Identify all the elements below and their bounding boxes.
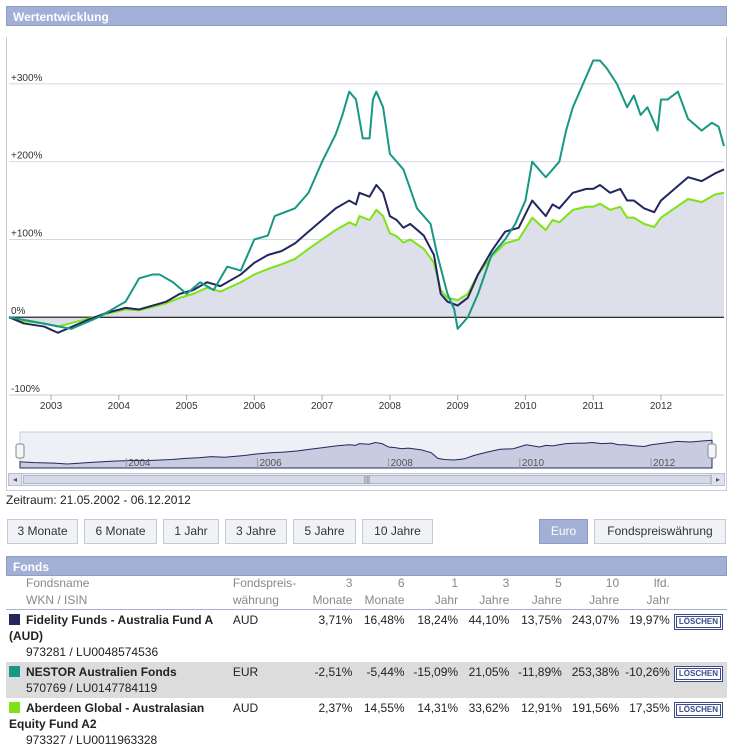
- perf-6m: 16,48%: [363, 613, 405, 627]
- fund-ids: 570769 / LU0147784119: [26, 681, 158, 695]
- fund-name[interactable]: NESTOR Australien Fonds: [26, 665, 177, 679]
- chart-title: Wertentwicklung: [13, 10, 109, 24]
- x-tick-label: 2003: [40, 401, 63, 412]
- range-3-jahre-button[interactable]: 3 Jahre: [225, 519, 287, 544]
- col-3y: 3 Jahre: [479, 576, 510, 607]
- perf-10y: 253,38%: [571, 665, 620, 679]
- navigator-left-handle[interactable]: [15, 443, 25, 459]
- delete-button[interactable]: LÖSCHEN: [674, 703, 723, 717]
- range-3-monate-button[interactable]: 3 Monate: [7, 519, 78, 544]
- series-line: [8, 168, 725, 334]
- navigator-tick-label: 2010: [522, 458, 545, 469]
- scroll-left-button[interactable]: ◂: [9, 474, 22, 485]
- perf-5y: 13,75%: [521, 613, 562, 627]
- x-tick-label: 2004: [108, 401, 131, 412]
- col-6m: 6 Monate: [364, 576, 405, 607]
- perf-lfd: -10,26%: [625, 665, 670, 679]
- series-line: [8, 191, 725, 328]
- currency-fund-button[interactable]: Fondspreiswährung: [594, 519, 726, 544]
- navigator-chart[interactable]: 2004 2006 2008 2010 2012: [6, 428, 727, 472]
- x-tick-label: 2008: [379, 401, 402, 412]
- range-5-jahre-button[interactable]: 5 Jahre: [293, 519, 356, 544]
- perf-3y: 33,62%: [468, 701, 510, 715]
- fund-currency: AUD: [232, 613, 259, 627]
- perf-5y: 12,91%: [521, 701, 562, 715]
- x-tick-label: 2005: [175, 401, 198, 412]
- col-1y: 1 Jahr: [434, 576, 459, 607]
- col-10y: 10 Jahre: [589, 576, 620, 607]
- perf-10y: 243,07%: [571, 613, 620, 627]
- range-6-monate-button[interactable]: 6 Monate: [84, 519, 157, 544]
- delete-button[interactable]: LÖSCHEN: [674, 615, 723, 629]
- fund-currency: AUD: [232, 701, 259, 715]
- x-tick-label: 2010: [514, 401, 537, 412]
- col-waehrung: Fondspreis-währung: [232, 576, 297, 607]
- delete-button[interactable]: LÖSCHEN: [674, 667, 723, 681]
- series-line: [8, 59, 725, 330]
- fund-row: Fidelity Funds - Australia Fund A (AUD) 9…: [6, 610, 727, 663]
- x-tick-label: 2012: [650, 401, 673, 412]
- fund-name[interactable]: Fidelity Funds - Australia Fund A (AUD): [9, 613, 213, 643]
- fonds-title: Fonds: [13, 560, 49, 574]
- navigator-right-handle[interactable]: [707, 443, 717, 459]
- perf-1y: -15,09%: [413, 665, 459, 679]
- scroll-thumb[interactable]: |||: [23, 475, 711, 484]
- zeitraum-label: Zeitraum: 21.05.2002 - 06.12.2012: [6, 493, 191, 507]
- col-lfd: lfd. Jahr: [646, 576, 670, 607]
- performance-chart: -100% 0% +100% +200% +300% 2003 2004 2005 2006 20…: [8, 59, 725, 412]
- x-tick-label: 2011: [582, 401, 604, 412]
- navigator-series: [19, 439, 713, 469]
- fonds-header: Fonds: [6, 556, 727, 576]
- range-scrollbar[interactable]: ◂ ||| ▸: [8, 473, 725, 486]
- fund-currency: EUR: [232, 665, 259, 679]
- fonds-table: Fondsname WKN / ISIN Fondspreis-währung 3…: [6, 575, 727, 750]
- y-tick-label: +300%: [11, 73, 43, 84]
- col-actions: [673, 575, 727, 610]
- perf-3m: 2,37%: [318, 701, 353, 715]
- x-tick-label: 2009: [447, 401, 470, 412]
- series-area: [9, 192, 724, 327]
- currency-euro-button[interactable]: Euro: [539, 519, 588, 544]
- fund-row: NESTOR Australien Fonds 570769 / LU014778…: [6, 662, 727, 698]
- perf-3m: 3,71%: [318, 613, 353, 627]
- col-fondsname: Fondsname WKN / ISIN: [26, 576, 90, 607]
- navigator-tick-label: 2006: [259, 458, 282, 469]
- perf-10y: 191,56%: [571, 701, 620, 715]
- perf-5y: -11,89%: [518, 665, 562, 679]
- perf-lfd: 17,35%: [629, 701, 670, 715]
- navigator-tick-label: 2004: [128, 458, 151, 469]
- col-5y: 5 Jahre: [531, 576, 562, 607]
- col-3m: 3 Monate: [312, 576, 353, 607]
- perf-1y: 14,31%: [417, 701, 459, 715]
- chart-header: Wertentwicklung: [6, 6, 727, 26]
- navigator-tick-label: 2008: [391, 458, 414, 469]
- x-tick-label: 2007: [311, 401, 334, 412]
- y-tick-label: +100%: [11, 228, 43, 239]
- perf-6m: 14,55%: [363, 701, 405, 715]
- scroll-right-button[interactable]: ▸: [711, 474, 724, 485]
- perf-3y: 44,10%: [468, 613, 510, 627]
- range-10-jahre-button[interactable]: 10 Jahre: [362, 519, 433, 544]
- fund-row: Aberdeen Global - Australasian Equity Fu…: [6, 698, 727, 750]
- navigator-tick-label: 2012: [653, 458, 676, 469]
- fund-color-swatch: [9, 614, 20, 625]
- fund-color-swatch: [9, 702, 20, 713]
- fund-color-swatch: [9, 666, 20, 677]
- y-tick-label: -100%: [11, 384, 40, 395]
- perf-3y: 21,05%: [468, 665, 510, 679]
- perf-1y: 18,24%: [417, 613, 459, 627]
- fund-ids: 973327 / LU0011963328: [26, 733, 158, 747]
- perf-3m: -2,51%: [314, 665, 353, 679]
- table-header-row: Fondsname WKN / ISIN Fondspreis-währung 3…: [6, 575, 727, 610]
- fund-ids: 973281 / LU0048574536: [26, 645, 159, 659]
- range-1-jahr-button[interactable]: 1 Jahr: [163, 519, 219, 544]
- y-tick-label: 0%: [11, 306, 26, 317]
- perf-6m: -5,44%: [366, 665, 405, 679]
- y-tick-label: +200%: [11, 151, 43, 162]
- x-tick-label: 2006: [243, 401, 266, 412]
- fund-name[interactable]: Aberdeen Global - Australasian Equity Fu…: [9, 701, 205, 731]
- perf-lfd: 19,97%: [629, 613, 670, 627]
